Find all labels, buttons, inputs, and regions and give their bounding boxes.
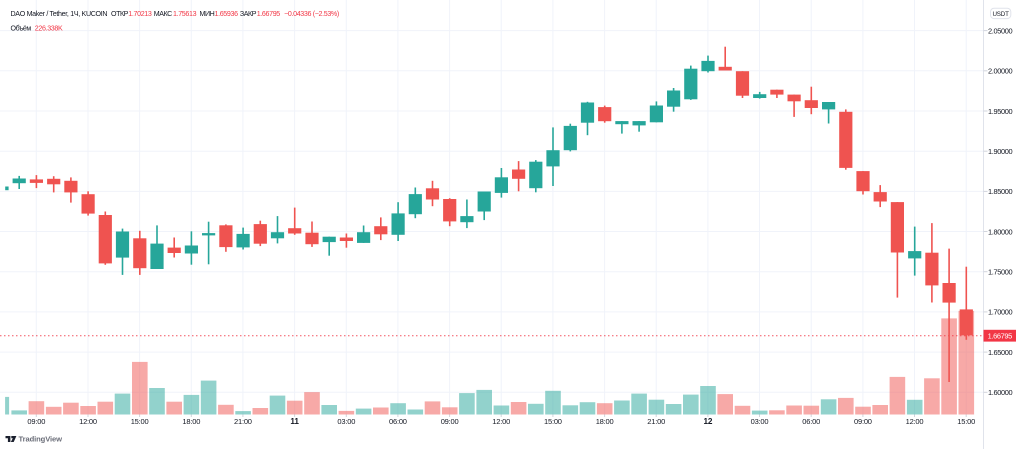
svg-text:21:00: 21:00 <box>647 417 665 426</box>
svg-text:1.75613: 1.75613 <box>173 10 197 18</box>
svg-text:09:00: 09:00 <box>441 417 459 426</box>
svg-text:226.338K: 226.338K <box>35 25 63 33</box>
svg-text:09:00: 09:00 <box>27 417 45 426</box>
svg-text:12: 12 <box>703 417 712 426</box>
svg-text:1.90000: 1.90000 <box>988 147 1013 156</box>
svg-text:DAO Maker / Tether, 1Ч, KUCOIN: DAO Maker / Tether, 1Ч, KUCOIN <box>11 10 108 18</box>
svg-text:1.65000: 1.65000 <box>988 348 1013 357</box>
svg-text:1.66795: 1.66795 <box>257 10 281 18</box>
svg-text:−0.04336 (−2.53%): −0.04336 (−2.53%) <box>284 10 339 18</box>
svg-text:09:00: 09:00 <box>854 417 872 426</box>
svg-text:USDT: USDT <box>992 11 1009 18</box>
svg-text:18:00: 18:00 <box>596 417 614 426</box>
svg-text:1.60000: 1.60000 <box>988 388 1013 397</box>
svg-text:15:00: 15:00 <box>957 417 975 426</box>
svg-text:1.75000: 1.75000 <box>988 268 1013 277</box>
svg-text:06:00: 06:00 <box>389 417 407 426</box>
svg-text:1.70213: 1.70213 <box>128 10 152 18</box>
svg-text:12:00: 12:00 <box>906 417 924 426</box>
svg-text:ЗАКР: ЗАКР <box>240 10 257 18</box>
svg-text:15:00: 15:00 <box>131 417 149 426</box>
svg-text:Объём: Объём <box>11 25 32 33</box>
svg-text:12:00: 12:00 <box>79 417 97 426</box>
svg-text:1.80000: 1.80000 <box>988 227 1013 236</box>
svg-text:1.95000: 1.95000 <box>988 107 1013 116</box>
svg-text:2.05000: 2.05000 <box>988 26 1013 35</box>
svg-text:TradingView: TradingView <box>19 435 63 444</box>
svg-text:ОТКР: ОТКР <box>111 10 129 18</box>
svg-text:МИН: МИН <box>200 10 215 18</box>
svg-text:06:00: 06:00 <box>802 417 820 426</box>
svg-text:18:00: 18:00 <box>182 417 200 426</box>
svg-text:15:00: 15:00 <box>544 417 562 426</box>
svg-text:03:00: 03:00 <box>751 417 769 426</box>
svg-text:1.85000: 1.85000 <box>988 187 1013 196</box>
svg-text:11: 11 <box>290 417 299 426</box>
svg-text:1.70000: 1.70000 <box>988 308 1013 317</box>
svg-text:03:00: 03:00 <box>337 417 355 426</box>
svg-text:1.66795: 1.66795 <box>988 332 1013 341</box>
svg-text:21:00: 21:00 <box>234 417 252 426</box>
svg-text:2.00000: 2.00000 <box>988 67 1013 76</box>
svg-text:МАКС: МАКС <box>154 10 172 18</box>
svg-text:12:00: 12:00 <box>492 417 510 426</box>
svg-text:1.65936: 1.65936 <box>215 10 239 18</box>
